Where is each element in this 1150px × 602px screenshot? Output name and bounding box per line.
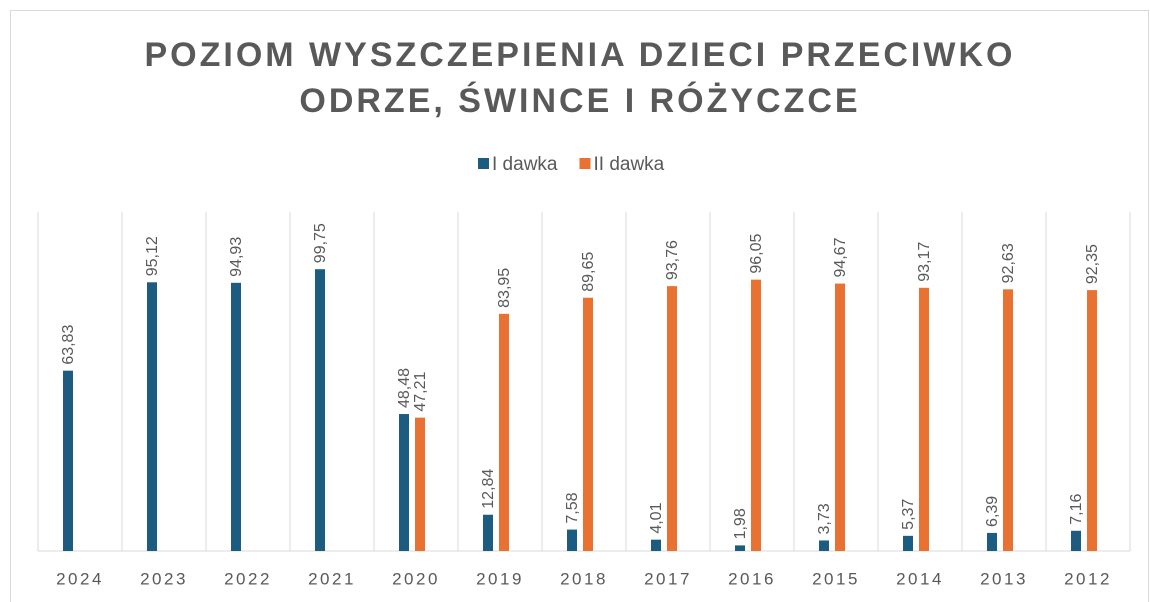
legend-label: II dawka (593, 154, 664, 175)
data-label: 6,39 (984, 496, 1001, 527)
bar (415, 417, 425, 551)
x-tick-label: 2021 (308, 569, 356, 588)
x-tick-label: 2020 (392, 569, 440, 588)
x-tick-label: 2012 (1064, 569, 1112, 588)
data-label: 93,76 (664, 240, 681, 280)
bar (499, 313, 509, 551)
chart-subtitle: ODRZE, ŚWINCE I RÓŻYCZCE (299, 82, 860, 120)
data-label: 47,21 (412, 371, 429, 411)
x-tick-label: 2023 (140, 569, 188, 588)
data-label: 5,37 (900, 499, 917, 530)
data-label: 4,01 (648, 502, 665, 533)
chart-border (10, 10, 1149, 602)
x-tick-label: 2016 (728, 569, 776, 588)
chart-title: POZIOM WYSZCZEPIENIA DZIECI PRZECIWKO (145, 36, 1016, 74)
bar (147, 282, 157, 551)
data-label: 92,63 (1000, 243, 1017, 283)
bar (735, 545, 745, 551)
x-tick-label: 2017 (644, 569, 692, 588)
bar (1087, 290, 1097, 551)
x-tick-label: 2019 (476, 569, 524, 588)
bar (231, 282, 241, 551)
data-label: 48,48 (396, 368, 413, 408)
x-tick-label: 2022 (224, 569, 272, 588)
data-label: 12,84 (480, 469, 497, 509)
bar (651, 539, 661, 551)
bar (483, 514, 493, 551)
data-label: 94,93 (228, 237, 245, 277)
x-tick-label: 2015 (812, 569, 860, 588)
data-label: 3,73 (816, 503, 833, 534)
x-tick-label: 2013 (980, 569, 1028, 588)
data-label: 63,83 (60, 325, 77, 365)
bar (987, 532, 997, 551)
bar (63, 370, 73, 551)
legend-swatch (478, 158, 489, 169)
bar (819, 540, 829, 551)
x-tick-label: 2014 (896, 569, 944, 588)
data-label: 7,58 (564, 492, 581, 523)
legend-label: I dawka (492, 154, 558, 175)
x-tick-label: 2018 (560, 569, 608, 588)
data-label: 99,75 (312, 223, 329, 263)
bar (583, 297, 593, 551)
bar (399, 414, 409, 551)
bar (903, 535, 913, 551)
bar (667, 286, 677, 551)
data-label: 93,17 (916, 242, 933, 282)
x-tick-label: 2024 (56, 569, 104, 588)
data-label: 92,35 (1084, 244, 1101, 284)
bar (919, 287, 929, 551)
data-label: 7,16 (1068, 494, 1085, 525)
bar (1003, 289, 1013, 551)
data-label: 95,12 (144, 236, 161, 276)
legend-swatch (579, 158, 591, 169)
data-label: 1,98 (732, 508, 749, 539)
data-label: 83,95 (496, 268, 513, 308)
data-label: 94,67 (832, 237, 849, 277)
data-label: 89,65 (580, 252, 597, 292)
bar (315, 269, 325, 551)
bar (1071, 530, 1081, 551)
data-label: 96,05 (748, 234, 765, 274)
bar (751, 279, 761, 551)
bar (835, 283, 845, 551)
bar (567, 529, 577, 551)
